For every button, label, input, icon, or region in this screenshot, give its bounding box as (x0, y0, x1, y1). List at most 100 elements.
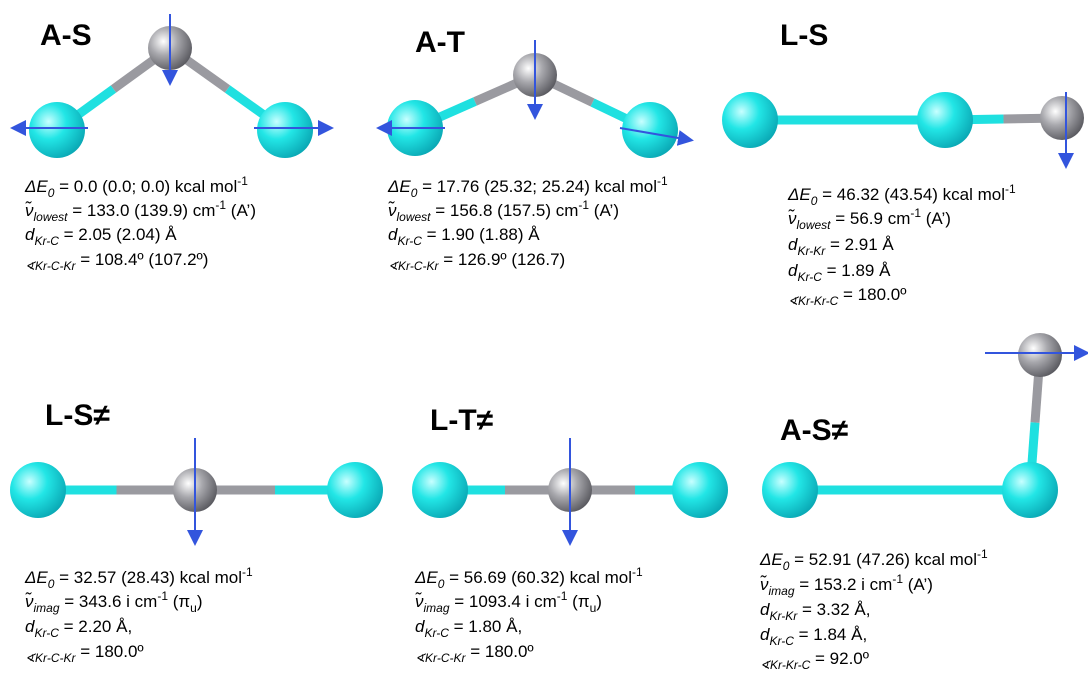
kr-atom (10, 462, 66, 518)
text-segment: = 1.84 Å, (794, 625, 867, 644)
property-line: dKr-C = 2.20 Å, (25, 617, 132, 640)
text-segment: -1 (578, 198, 589, 212)
text-segment: = 0.0 (0.0; 0.0) kcal mol (54, 177, 237, 196)
text-segment: imag (769, 584, 795, 598)
kr-atom (327, 462, 383, 518)
property-line: ΔE0 = 0.0 (0.0; 0.0) kcal mol-1 (24, 174, 248, 200)
text-segment: ΔE (414, 568, 438, 587)
text-segment: (π (567, 592, 589, 611)
text-segment: = 180.0º (76, 642, 144, 661)
text-segment: (A’) (589, 201, 619, 220)
property-line: dKr-C = 1.80 Å, (415, 617, 522, 640)
text-segment: = 2.20 Å, (59, 617, 132, 636)
text-segment: (A’) (903, 575, 933, 594)
text-segment: -1 (632, 565, 643, 579)
property-line: ΔE0 = 56.69 (60.32) kcal mol-1 (414, 565, 643, 591)
property-line: ∢Kr-C-Kr = 108.4º (107.2º) (25, 250, 208, 273)
property-line: ν̃imag = 153.2 i cm-1 (A’) (760, 572, 933, 598)
property-line: ν̃lowest = 133.0 (139.9) cm-1 (A’) (25, 198, 256, 224)
panel-label: L-S≠ (45, 399, 110, 432)
text-segment: Kr-Kr (797, 244, 826, 258)
property-line: ∢Kr-Kr-C = 92.0º (760, 649, 869, 672)
text-segment: ∢Kr-C-Kr (388, 259, 440, 273)
text-segment: Kr-C (424, 626, 449, 640)
property-line: ΔE0 = 32.57 (28.43) kcal mol-1 (24, 565, 253, 591)
text-segment: u (190, 601, 197, 615)
text-segment: = 32.57 (28.43) kcal mol (54, 568, 242, 587)
text-segment: -1 (1005, 182, 1016, 196)
text-segment: Kr-C (769, 634, 794, 648)
property-line: ∢Kr-C-Kr = 180.0º (415, 642, 534, 665)
panel-label: L-S (780, 19, 828, 52)
text-segment: = 46.32 (43.54) kcal mol (817, 185, 1005, 204)
text-segment: -1 (892, 572, 903, 586)
text-segment: = 156.8 (157.5) cm (431, 201, 579, 220)
text-segment: ∢Kr-C-Kr (25, 651, 77, 665)
text-segment: = 17.76 (25.32; 25.24) kcal mol (417, 177, 657, 196)
property-line: ∢Kr-Kr-C = 180.0º (788, 285, 906, 308)
property-line: dKr-Kr = 2.91 Å (788, 235, 894, 258)
text-segment: lowest (34, 210, 69, 224)
text-segment: ∢Kr-Kr-C (760, 658, 811, 672)
panel-label: A-S (40, 19, 92, 52)
text-segment: = 56.9 cm (831, 209, 911, 228)
text-segment: = 92.0º (810, 649, 869, 668)
kr-atom (412, 462, 468, 518)
text-segment: (A’) (921, 209, 951, 228)
text-segment: = 133.0 (139.9) cm (68, 201, 216, 220)
text-segment: = 2.05 (2.04) Å (59, 225, 177, 244)
text-segment: ∢Kr-C-Kr (25, 259, 77, 273)
text-segment: = 52.91 (47.26) kcal mol (789, 550, 977, 569)
text-segment: ΔE (24, 177, 48, 196)
text-segment: Kr-C (797, 270, 822, 284)
text-segment: -1 (215, 198, 226, 212)
text-segment: -1 (657, 174, 668, 188)
text-segment: -1 (557, 589, 568, 603)
text-segment: ΔE (787, 185, 811, 204)
property-line: dKr-C = 1.90 (1.88) Å (388, 225, 540, 248)
kr-atom (762, 462, 818, 518)
property-line: ∢Kr-C-Kr = 126.9º (126.7) (388, 250, 565, 273)
text-segment: ) (596, 592, 602, 611)
property-line: ΔE0 = 17.76 (25.32; 25.24) kcal mol-1 (387, 174, 668, 200)
text-segment: = 1.89 Å (822, 261, 891, 280)
kr-atom (672, 462, 728, 518)
panel-label: A-T (415, 26, 465, 59)
text-segment: = 180.0º (838, 285, 906, 304)
text-segment: Kr-C (397, 234, 422, 248)
text-segment: -1 (910, 206, 921, 220)
property-line: ν̃imag = 1093.4 i cm-1 (πu) (415, 589, 602, 615)
kr-atom (29, 102, 85, 158)
kr-atom (257, 102, 313, 158)
text-segment: -1 (157, 589, 168, 603)
kr-atom (722, 92, 778, 148)
text-segment: = 56.69 (60.32) kcal mol (444, 568, 632, 587)
kr-atom (917, 92, 973, 148)
text-segment: ΔE (759, 550, 783, 569)
text-segment: = 126.9º (126.7) (439, 250, 566, 269)
text-segment: -1 (242, 565, 253, 579)
panel-label: A-S≠ (780, 414, 849, 447)
panel-label: L-T≠ (430, 404, 494, 437)
c-atom (1018, 333, 1062, 377)
text-segment: ∢Kr-C-Kr (415, 651, 467, 665)
text-segment: -1 (977, 547, 988, 561)
text-segment: = 343.6 i cm (60, 592, 158, 611)
text-segment: = 153.2 i cm (795, 575, 893, 594)
text-segment: imag (34, 601, 60, 615)
text-segment: lowest (797, 218, 832, 232)
text-segment: = 108.4º (107.2º) (76, 250, 209, 269)
text-segment: ΔE (387, 177, 411, 196)
text-segment: = 1093.4 i cm (450, 592, 557, 611)
text-segment: Kr-C (34, 626, 59, 640)
text-segment: ΔE (24, 568, 48, 587)
property-line: dKr-C = 1.84 Å, (760, 625, 867, 648)
property-line: ν̃lowest = 56.9 cm-1 (A’) (788, 206, 951, 232)
property-line: dKr-C = 1.89 Å (788, 261, 891, 284)
text-segment: = 1.90 (1.88) Å (422, 225, 540, 244)
text-segment: = 1.80 Å, (449, 617, 522, 636)
property-line: dKr-C = 2.05 (2.04) Å (25, 225, 177, 248)
c-atom (1040, 96, 1084, 140)
text-segment: u (590, 601, 597, 615)
kr-atom (1002, 462, 1058, 518)
